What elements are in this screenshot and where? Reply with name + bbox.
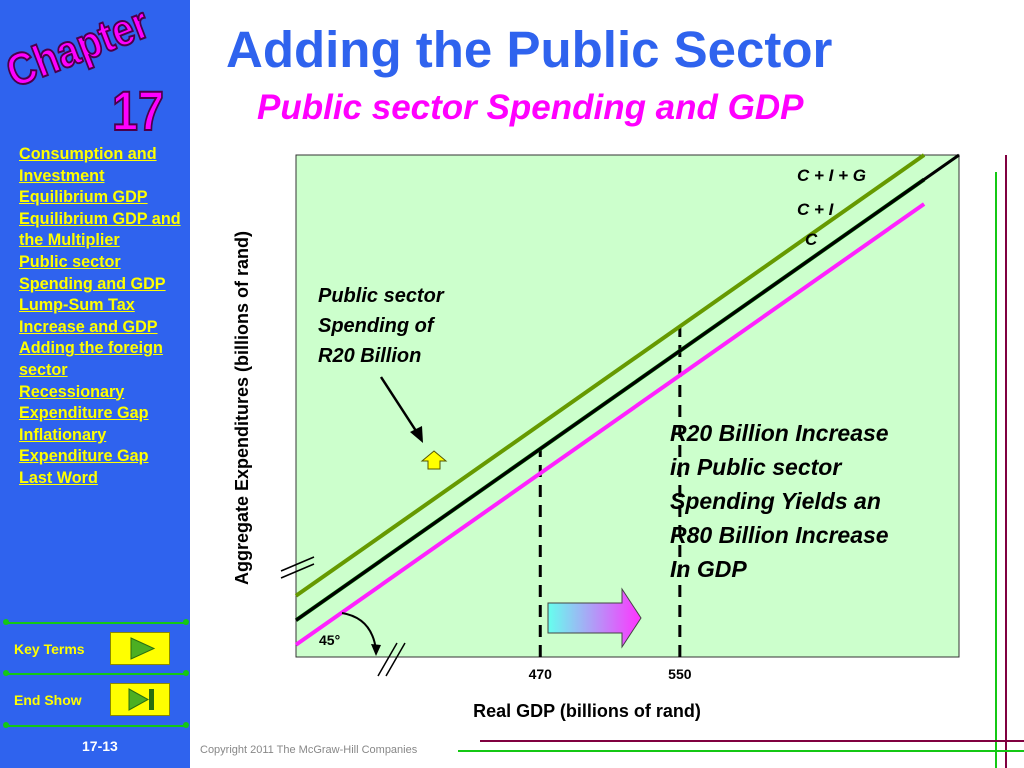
x-axis-label: Real GDP (billions of rand) (473, 701, 701, 721)
plot-area (295, 154, 960, 658)
series-label: C + I + G (797, 166, 866, 185)
callout-pointer-head (410, 426, 423, 443)
key-terms-button[interactable] (110, 632, 170, 665)
key-terms-label: Key Terms (14, 641, 85, 657)
series-label: C + I (797, 200, 835, 219)
divider-dot (183, 619, 189, 625)
end-show-button[interactable] (110, 683, 170, 716)
skip-end-icon (128, 688, 154, 711)
toc-link[interactable]: Last Word (19, 468, 98, 487)
toc-link[interactable]: Consumption and Investment (19, 145, 157, 185)
page-title: Adding the Public Sector (226, 21, 833, 78)
result-text: R20 Billion Increase in Public sector Sp… (670, 420, 895, 582)
toc-link[interactable]: Public sector Spending and GDP (19, 252, 166, 293)
toc-link[interactable]: Lump-Sum Tax Increase and GDP (19, 296, 158, 336)
right-arrow-icon (547, 587, 642, 649)
divider-dot (3, 722, 9, 728)
copyright: Copyright 2011 The McGraw-Hill Companies (200, 744, 418, 756)
divider-dot (3, 619, 9, 625)
table-of-contents: Consumption and Investment Equilibrium G… (19, 144, 187, 490)
callout-pointer (379, 376, 420, 435)
page-subtitle: Public sector Spending and GDP (257, 88, 804, 127)
toc-link[interactable]: Equilibrium GDP and the Multiplier (19, 209, 181, 250)
chapter-logo: Chapter 17 (0, 0, 165, 140)
toc-link[interactable]: Equilibrium GDP (19, 188, 148, 207)
chapter-number: 17 (112, 79, 164, 140)
up-arrow-icon (420, 450, 448, 470)
toc-link[interactable]: Adding the foreign sector (19, 339, 163, 379)
divider-dot (183, 722, 189, 728)
y-axis-break (280, 556, 315, 579)
page-number: 17-13 (82, 738, 118, 754)
angle-label: 45° (319, 632, 340, 648)
toc-link[interactable]: Inflationary Expenditure Gap (19, 425, 149, 466)
end-show-label: End Show (14, 692, 82, 708)
x-tick-label: 470 (529, 666, 553, 682)
divider-dot (3, 670, 9, 676)
play-triangle-icon (130, 637, 156, 660)
x-axis-break (377, 642, 406, 677)
y-axis-label: Aggregate Expenditures (billions of rand… (232, 231, 252, 585)
cig-line (294, 153, 926, 598)
angle-arrowhead (371, 644, 381, 656)
sidebar-divider (6, 673, 186, 675)
sidebar-divider (6, 622, 186, 624)
c-line (294, 202, 926, 647)
sidebar: Chapter 17 Consumption and Investment Eq… (0, 0, 190, 768)
sidebar-divider (6, 725, 186, 727)
reference-45-line (295, 153, 960, 622)
divider-dot (183, 670, 189, 676)
x-tick-label: 550 (668, 666, 692, 682)
series-label: C (805, 230, 818, 249)
callout-text: Public sector Spending of R20 Billion (318, 285, 449, 367)
toc-link[interactable]: Recessionary Expenditure Gap (19, 382, 149, 423)
